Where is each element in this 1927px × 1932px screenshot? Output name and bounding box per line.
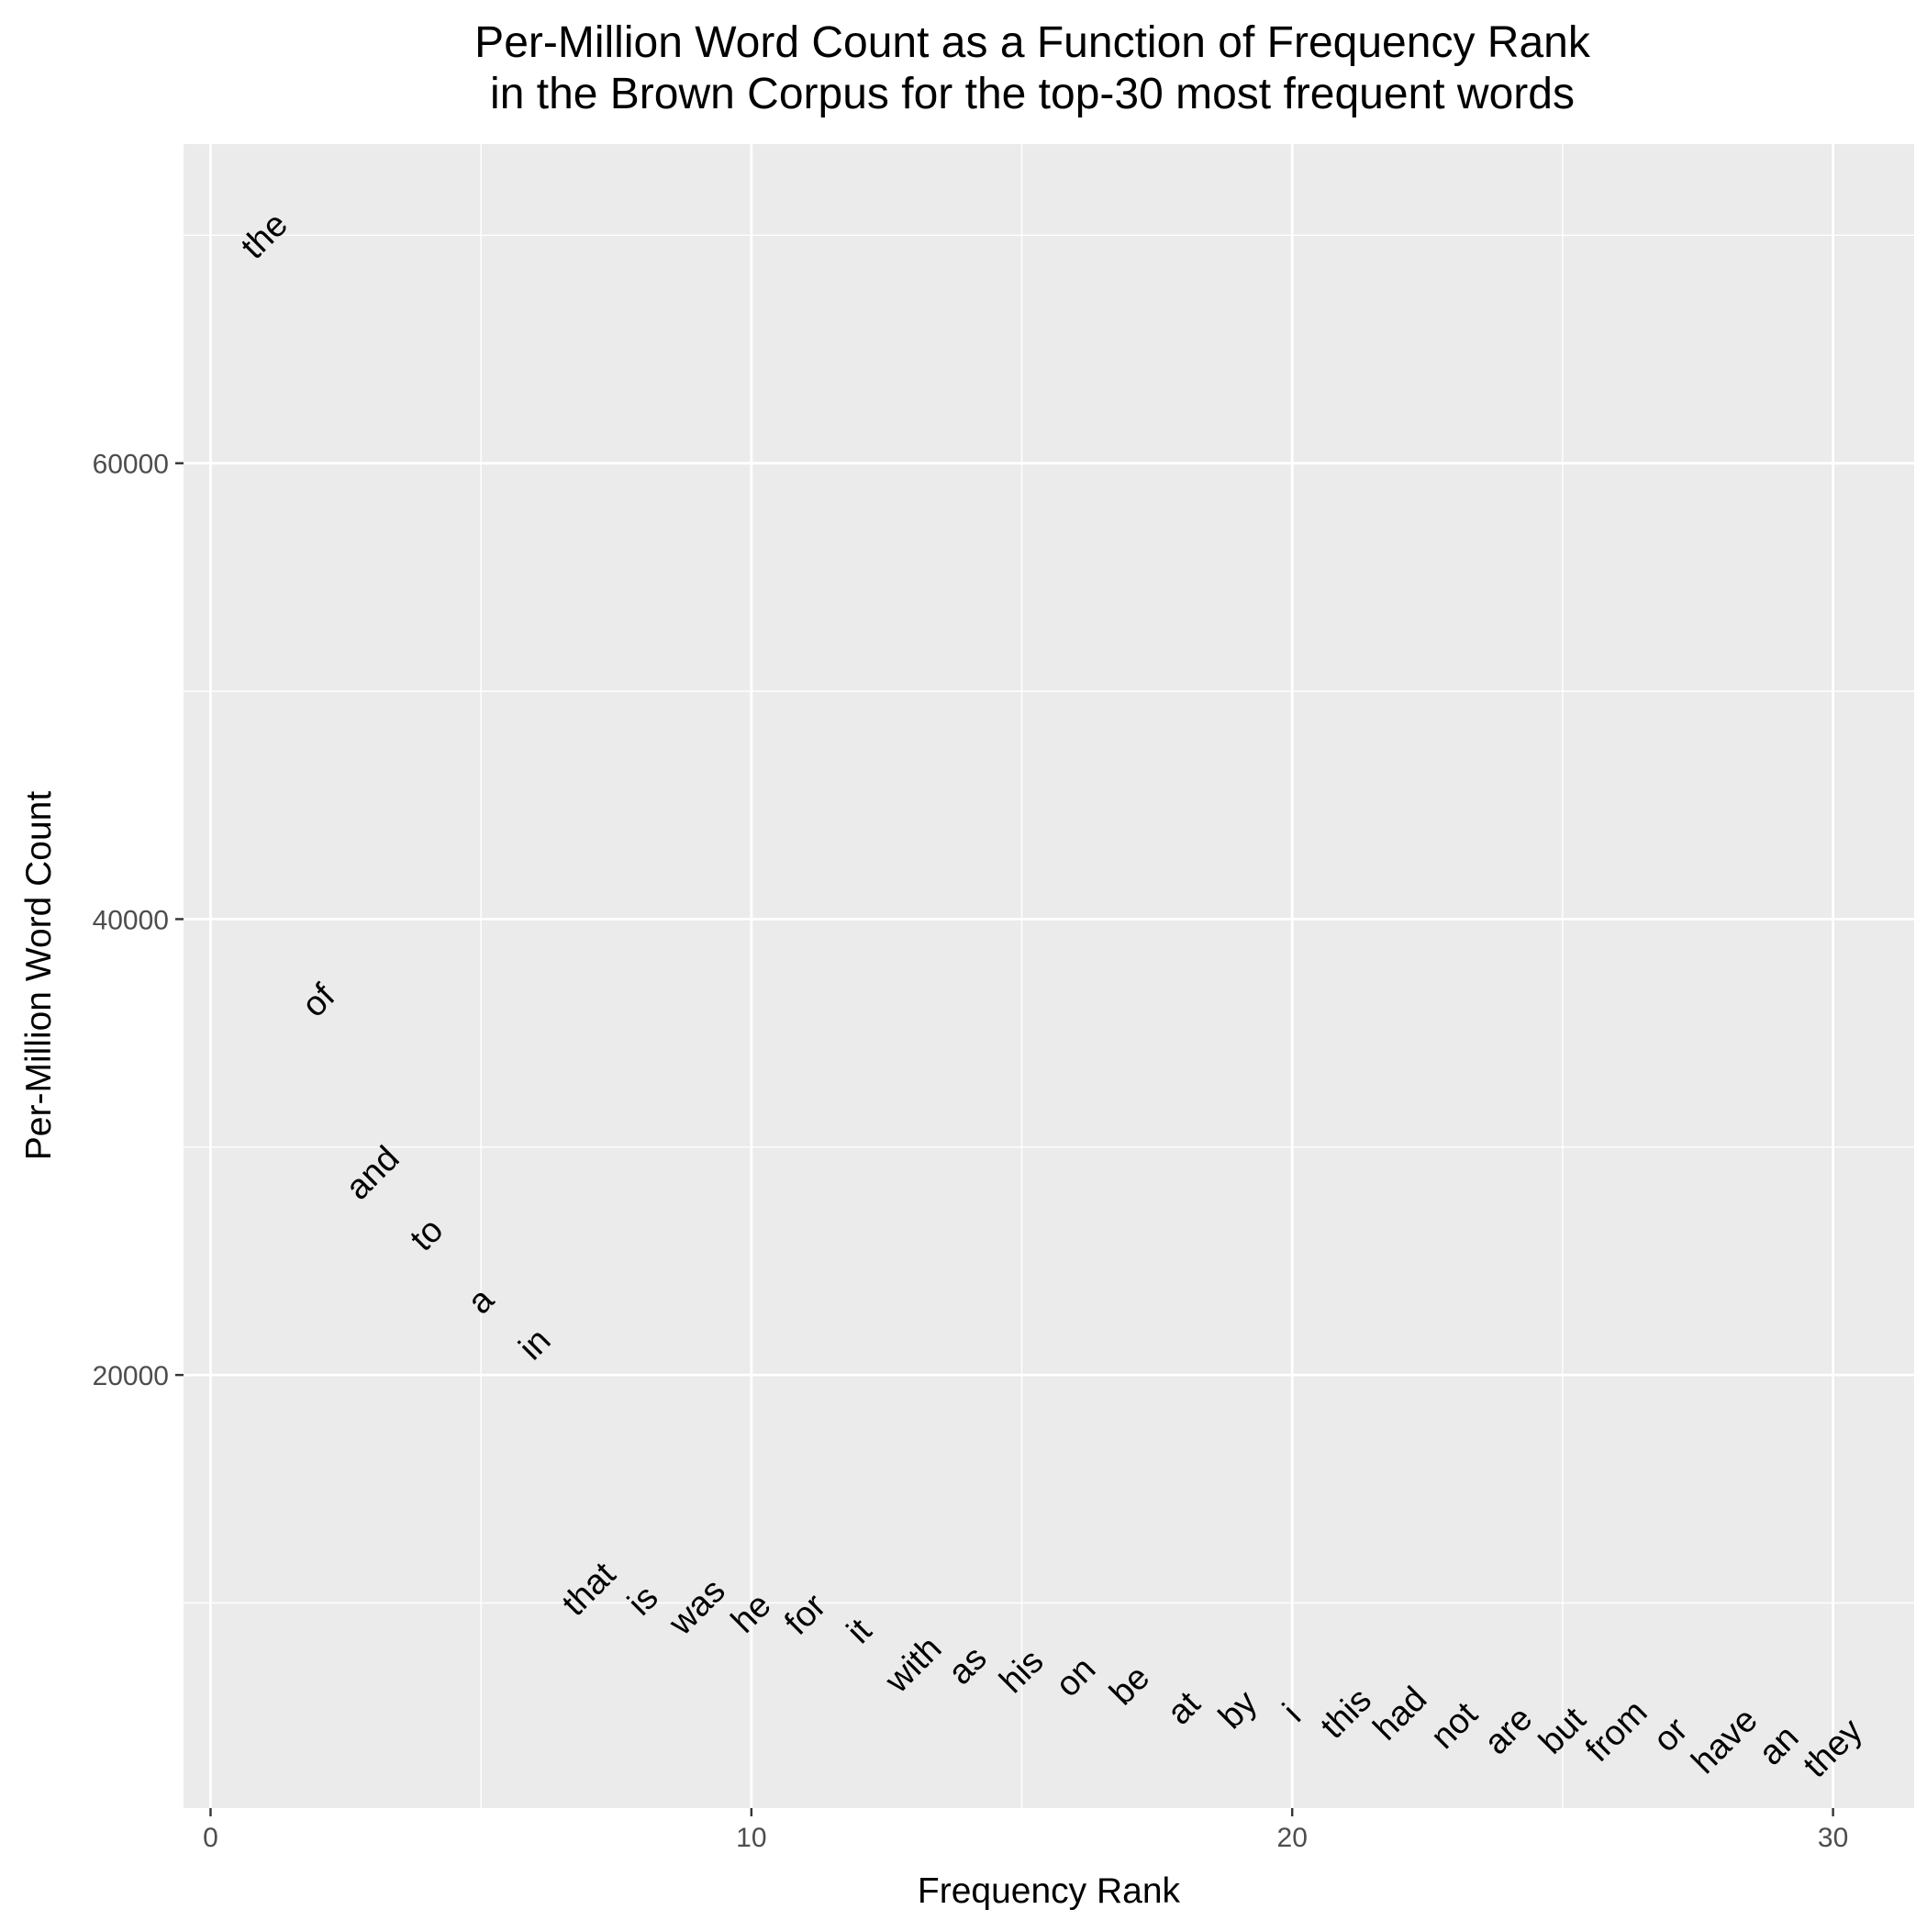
y-axis-title: Per-Million Word Count bbox=[19, 791, 59, 1161]
x-axis: 0 10 20 30 bbox=[203, 1808, 1848, 1853]
chart-title-line-2: in the Brown Corpus for the top-30 most … bbox=[490, 70, 1575, 118]
x-tick-label: 0 bbox=[203, 1823, 218, 1853]
y-tick-label: 20000 bbox=[93, 1361, 169, 1391]
y-tick-label: 60000 bbox=[93, 450, 169, 480]
x-tick-label: 30 bbox=[1818, 1823, 1848, 1853]
major-gridlines bbox=[184, 144, 1914, 1808]
x-axis-title: Frequency Rank bbox=[918, 1871, 1181, 1911]
x-tick-label: 20 bbox=[1277, 1823, 1308, 1853]
minor-gridlines bbox=[184, 144, 1914, 1808]
y-axis: 20000 40000 60000 bbox=[93, 450, 184, 1391]
plot-panel bbox=[184, 144, 1914, 1808]
chart-title-line-1: Per-Million Word Count as a Function of … bbox=[474, 18, 1591, 67]
y-tick-label: 40000 bbox=[93, 905, 169, 935]
x-tick-label: 10 bbox=[736, 1823, 766, 1853]
